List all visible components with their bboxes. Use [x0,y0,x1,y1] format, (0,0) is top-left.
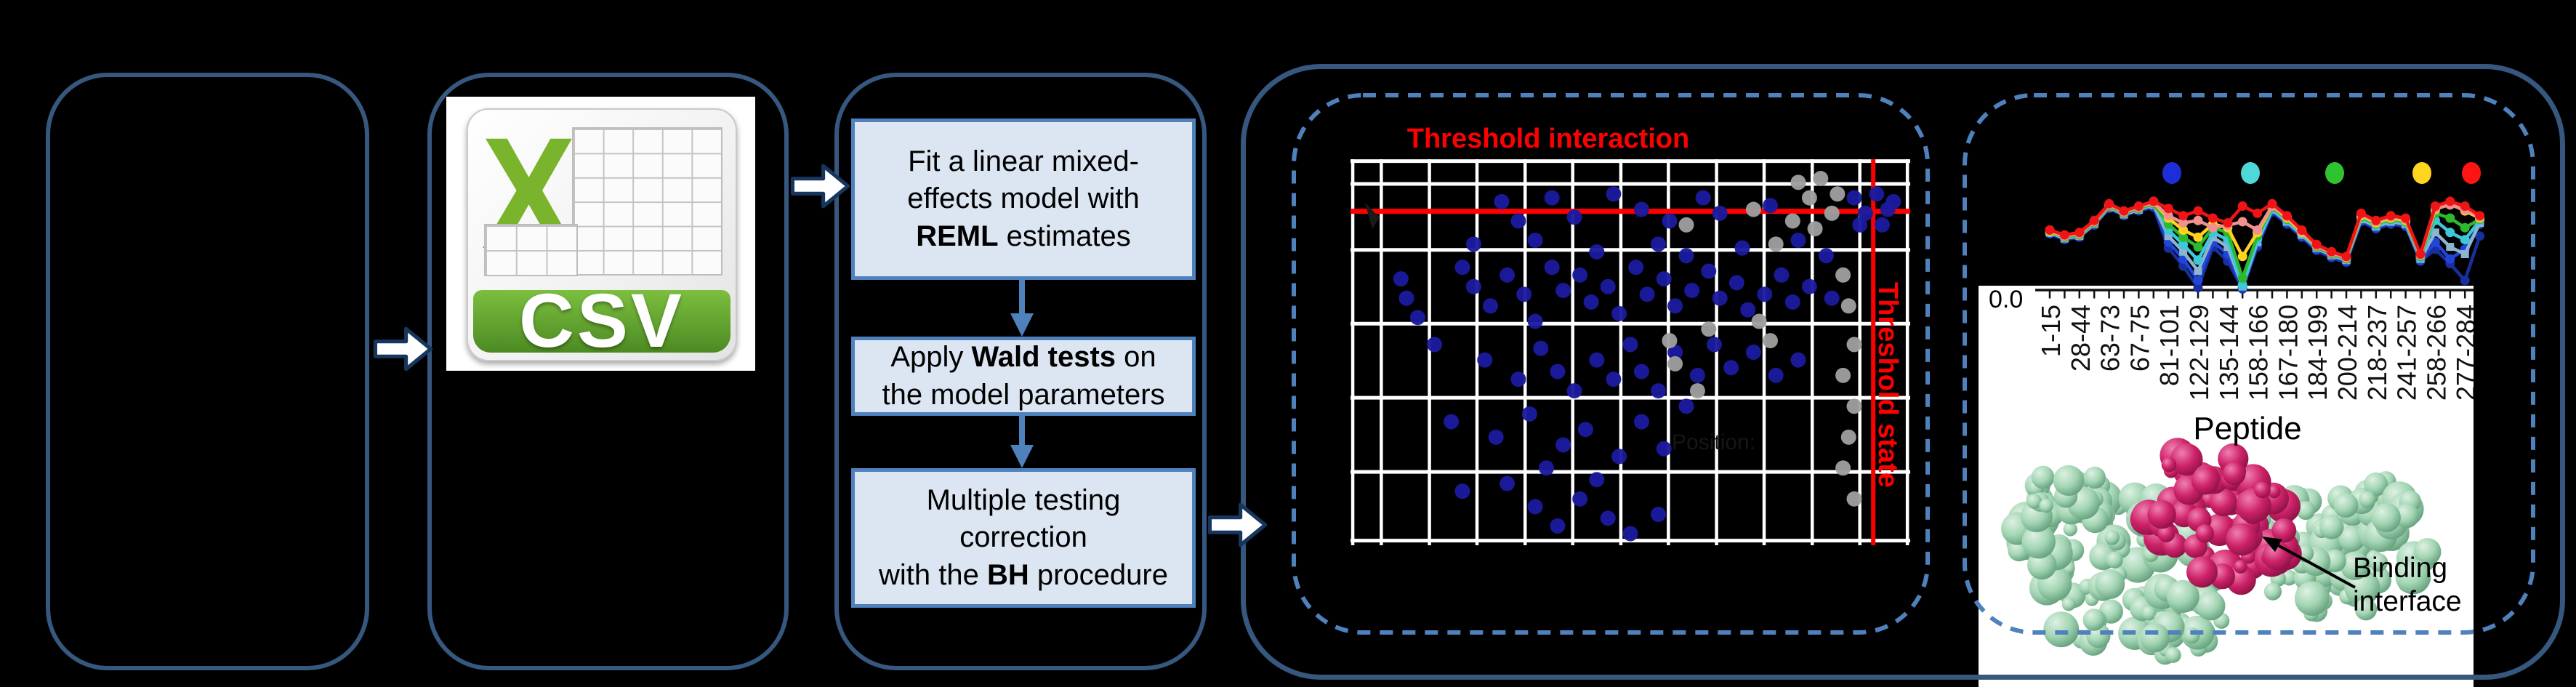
down-arrow-icon [1010,416,1034,468]
binding-arrow-icon [2277,544,2356,589]
flow-step-text-bold: Wald tests [971,341,1116,374]
panel-csv-input: X CSV [427,73,789,670]
flow-step-wald-tests: Apply Wald tests on the model parameters [851,337,1196,416]
panel-uptake-results [1963,93,2535,635]
x-axis-title: Peptide [2193,411,2302,446]
legend-dot-icon [2462,162,2481,184]
flow-step-text: estimates [998,220,1131,252]
legend-dot-icon [2412,162,2431,184]
flow-step-text: Fit a linear mixed- [908,145,1139,178]
scatter-title: Threshold interaction [1406,124,1690,154]
threshold-scatter-plot [1351,159,1910,545]
peptide-tick-label: 184-199 [2303,305,2333,401]
down-arrow-icon [1010,278,1034,337]
peptide-tick-label: 258-266 [2421,305,2451,401]
flow-step-text: Apply [890,341,972,374]
cursor-artifact-icon [1365,203,1380,229]
csv-file-image: X CSV [446,97,755,371]
flow-arrow-icon [373,326,433,371]
peptide-tick-label: 158-166 [2244,305,2274,401]
legend-dot-icon [2241,162,2260,184]
flow-arrow-icon [1207,502,1268,547]
flow-step-text: effects model with [907,182,1140,215]
results-container [1241,64,2565,680]
y-axis-tick-label: 0.0 [1989,286,2024,313]
peptide-tick-label: 67-75 [2125,305,2154,371]
flow-arrow-icon [790,164,850,209]
spreadsheet-grid-icon [572,127,723,276]
csv-banner: CSV [473,278,730,363]
flow-step-text-bold: REML [916,220,999,252]
scatter-faint-label: Position: [1672,430,1756,454]
flow-step-text: Multiple testing [926,484,1121,517]
peptide-tick-label: 167-180 [2273,305,2303,401]
flow-step-text: on [1116,341,1156,374]
panel-empty [46,73,369,670]
flow-step-fit-model: Fit a linear mixed- effects model with R… [851,118,1196,280]
peptide-axis-and-protein: 1-15 28-44 63-73 67-75 81-101 122-129 135-144 1… [2001,289,2474,665]
flow-step-text: procedure [1029,558,1168,591]
legend-dot-icon [2162,162,2181,184]
peptide-tick-label: 218-237 [2362,305,2392,401]
peptide-tick-label: 122-129 [2184,305,2214,401]
peptide-tick-label: 63-73 [2096,305,2125,371]
peptide-tick-label: 277-284 [2451,305,2474,401]
flow-step-text: with the [879,558,987,591]
spreadsheet-grid-small-icon [484,224,579,276]
panel-scatter-results [1292,93,1930,635]
deuterium-uptake-chart [2045,162,2485,294]
peptide-figure-image: 1-15 28-44 63-73 67-75 81-101 122-129 135-144 1… [1979,286,2474,687]
flow-step-text-bold: BH [986,558,1029,591]
peptide-tick-label: 241-257 [2392,305,2422,401]
csv-file-icon: X CSV [467,105,737,363]
legend-dot-icon [2325,162,2344,184]
csv-label: CSV [519,278,685,363]
scatter-right-axis-label: Threshold state [1872,282,1903,488]
binding-interface-label: Binding interface [2353,553,2462,618]
peptide-tick-label: 28-44 [2066,305,2096,371]
peptide-tick-label: 200-214 [2333,305,2362,401]
flow-step-bh-correction: Multiple testing correction with the BH … [851,468,1196,608]
peptide-tick-label: 81-101 [2154,305,2184,386]
flow-step-text: correction [959,521,1087,554]
flow-step-text: the model parameters [882,378,1165,411]
peptide-tick-label: 1-15 [2036,305,2066,357]
peptide-tick-label: 135-144 [2214,305,2244,401]
